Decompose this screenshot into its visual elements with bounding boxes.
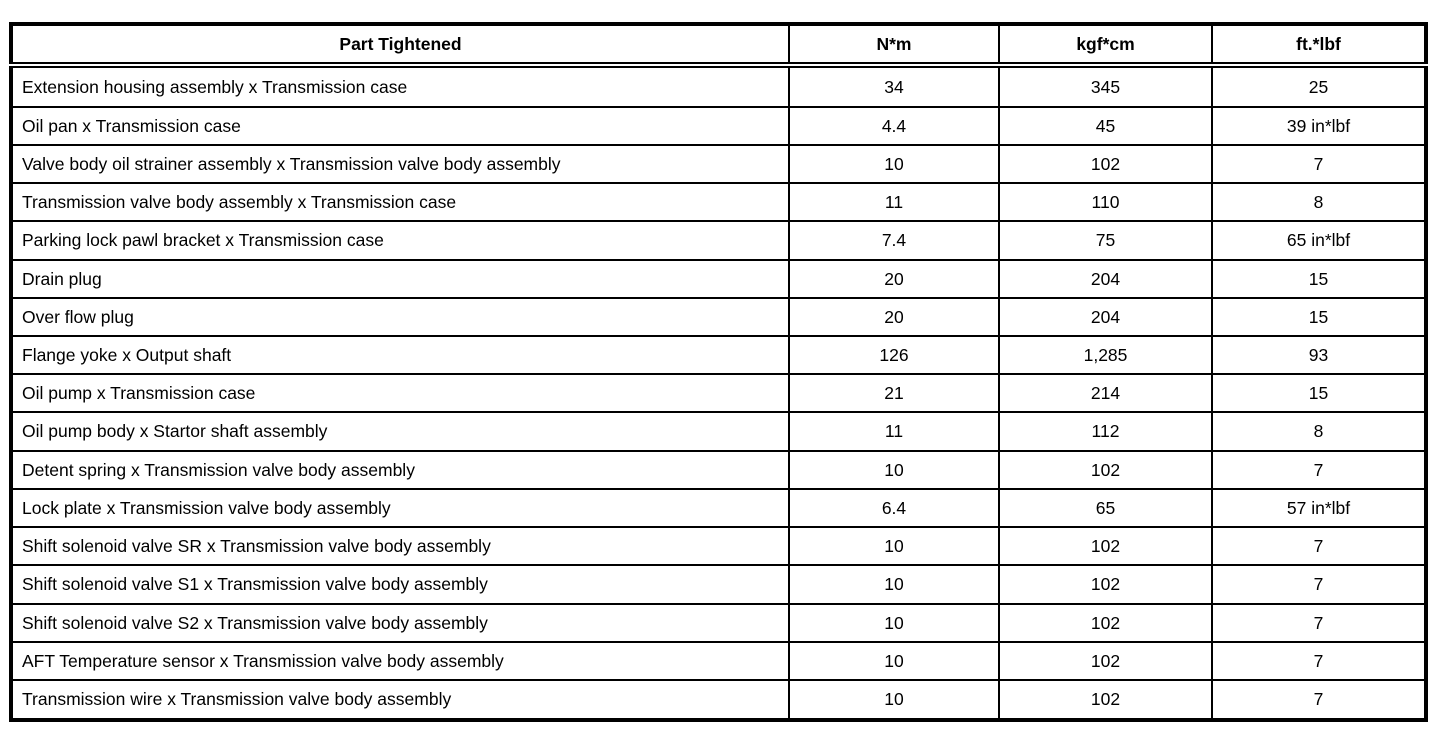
kgfcm-value-cell: 102 [998, 564, 1213, 605]
nm-value-cell: 34 [788, 64, 1000, 108]
kgfcm-value-cell: 75 [998, 220, 1213, 261]
ftlbf-value-cell: 8 [1211, 182, 1427, 223]
kgfcm-value-cell: 214 [998, 373, 1213, 414]
table-row: Shift solenoid valve S1 x Transmission v… [10, 564, 1427, 605]
nm-value-cell: 126 [788, 334, 1000, 376]
table-row: Oil pump body x Startor shaft assembly 1… [10, 411, 1427, 452]
kgfcm-value-cell: 110 [998, 182, 1213, 223]
kgfcm-value-cell: 1,285 [998, 334, 1213, 376]
part-name-cell: Oil pan x Transmission case [10, 105, 790, 146]
nm-value-cell: 10 [788, 143, 1000, 185]
table-row: Parking lock pawl bracket x Transmission… [10, 220, 1427, 261]
ftlbf-value-cell: 15 [1211, 296, 1427, 337]
part-name-cell: Transmission valve body assembly x Trans… [10, 182, 790, 223]
nm-value-cell: 10 [788, 449, 1000, 490]
header-row: Part Tightened N*m kgf*cm ft.*lbf [10, 23, 1427, 68]
table-row: Over flow plug 20 204 15 [10, 296, 1427, 337]
table-body: Extension housing assembly x Transmissio… [10, 64, 1427, 722]
nm-value-cell: 7.4 [788, 220, 1000, 261]
table-row: Transmission valve body assembly x Trans… [10, 182, 1427, 223]
table-row: Extension housing assembly x Transmissio… [10, 64, 1427, 108]
ftlbf-value-cell: 7 [1211, 526, 1427, 567]
kgfcm-value-cell: 102 [998, 678, 1213, 722]
part-name-cell: Valve body oil strainer assembly x Trans… [10, 143, 790, 185]
part-name-cell: Oil pump x Transmission case [10, 373, 790, 414]
column-header-kgfcm: kgf*cm [998, 23, 1213, 68]
nm-value-cell: 10 [788, 602, 1000, 643]
table-header: Part Tightened N*m kgf*cm ft.*lbf [10, 23, 1427, 68]
ftlbf-value-cell: 7 [1211, 449, 1427, 490]
nm-value-cell: 10 [788, 640, 1000, 681]
table-row: AFT Temperature sensor x Transmission va… [10, 640, 1427, 681]
nm-value-cell: 10 [788, 678, 1000, 722]
table-row: Shift solenoid valve SR x Transmission v… [10, 526, 1427, 567]
nm-value-cell: 4.4 [788, 105, 1000, 146]
table-row: Oil pan x Transmission case 4.4 45 39 in… [10, 105, 1427, 146]
nm-value-cell: 6.4 [788, 487, 1000, 529]
kgfcm-value-cell: 112 [998, 411, 1213, 452]
ftlbf-value-cell: 7 [1211, 678, 1427, 722]
kgfcm-value-cell: 204 [998, 296, 1213, 337]
part-name-cell: Lock plate x Transmission valve body ass… [10, 487, 790, 529]
part-name-cell: Drain plug [10, 258, 790, 299]
kgfcm-value-cell: 45 [998, 105, 1213, 146]
kgfcm-value-cell: 102 [998, 602, 1213, 643]
nm-value-cell: 20 [788, 296, 1000, 337]
kgfcm-value-cell: 65 [998, 487, 1213, 529]
part-name-cell: Parking lock pawl bracket x Transmission… [10, 220, 790, 261]
nm-value-cell: 10 [788, 526, 1000, 567]
ftlbf-value-cell: 8 [1211, 411, 1427, 452]
ftlbf-value-cell: 39 in*lbf [1211, 105, 1427, 146]
ftlbf-value-cell: 15 [1211, 373, 1427, 414]
nm-value-cell: 11 [788, 411, 1000, 452]
part-name-cell: Transmission wire x Transmission valve b… [10, 678, 790, 722]
kgfcm-value-cell: 102 [998, 449, 1213, 490]
part-name-cell: Over flow plug [10, 296, 790, 337]
ftlbf-value-cell: 7 [1211, 143, 1427, 185]
part-name-cell: Flange yoke x Output shaft [10, 334, 790, 376]
column-header-ftlbf: ft.*lbf [1211, 23, 1427, 68]
part-name-cell: Shift solenoid valve S2 x Transmission v… [10, 602, 790, 643]
table-row: Valve body oil strainer assembly x Trans… [10, 143, 1427, 185]
nm-value-cell: 20 [788, 258, 1000, 299]
ftlbf-value-cell: 65 in*lbf [1211, 220, 1427, 261]
kgfcm-value-cell: 345 [998, 64, 1213, 108]
ftlbf-value-cell: 7 [1211, 564, 1427, 605]
column-header-nm: N*m [788, 23, 1000, 68]
table-row: Drain plug 20 204 15 [10, 258, 1427, 299]
part-name-cell: Shift solenoid valve S1 x Transmission v… [10, 564, 790, 605]
kgfcm-value-cell: 102 [998, 143, 1213, 185]
ftlbf-value-cell: 7 [1211, 640, 1427, 681]
torque-spec-table: Part Tightened N*m kgf*cm ft.*lbf Extens… [9, 22, 1428, 722]
part-name-cell: Shift solenoid valve SR x Transmission v… [10, 526, 790, 567]
part-name-cell: Oil pump body x Startor shaft assembly [10, 411, 790, 452]
ftlbf-value-cell: 7 [1211, 602, 1427, 643]
table-row: Shift solenoid valve S2 x Transmission v… [10, 602, 1427, 643]
part-name-cell: Extension housing assembly x Transmissio… [10, 64, 790, 108]
ftlbf-value-cell: 15 [1211, 258, 1427, 299]
ftlbf-value-cell: 25 [1211, 64, 1427, 108]
ftlbf-value-cell: 93 [1211, 334, 1427, 376]
table-row: Detent spring x Transmission valve body … [10, 449, 1427, 490]
ftlbf-value-cell: 57 in*lbf [1211, 487, 1427, 529]
nm-value-cell: 21 [788, 373, 1000, 414]
table-row: Lock plate x Transmission valve body ass… [10, 487, 1427, 529]
nm-value-cell: 10 [788, 564, 1000, 605]
table-row: Oil pump x Transmission case 21 214 15 [10, 373, 1427, 414]
part-name-cell: Detent spring x Transmission valve body … [10, 449, 790, 490]
kgfcm-value-cell: 102 [998, 526, 1213, 567]
nm-value-cell: 11 [788, 182, 1000, 223]
part-name-cell: AFT Temperature sensor x Transmission va… [10, 640, 790, 681]
kgfcm-value-cell: 204 [998, 258, 1213, 299]
table-row: Flange yoke x Output shaft 126 1,285 93 [10, 334, 1427, 376]
column-header-part-tightened: Part Tightened [10, 23, 790, 68]
kgfcm-value-cell: 102 [998, 640, 1213, 681]
table-row: Transmission wire x Transmission valve b… [10, 678, 1427, 722]
